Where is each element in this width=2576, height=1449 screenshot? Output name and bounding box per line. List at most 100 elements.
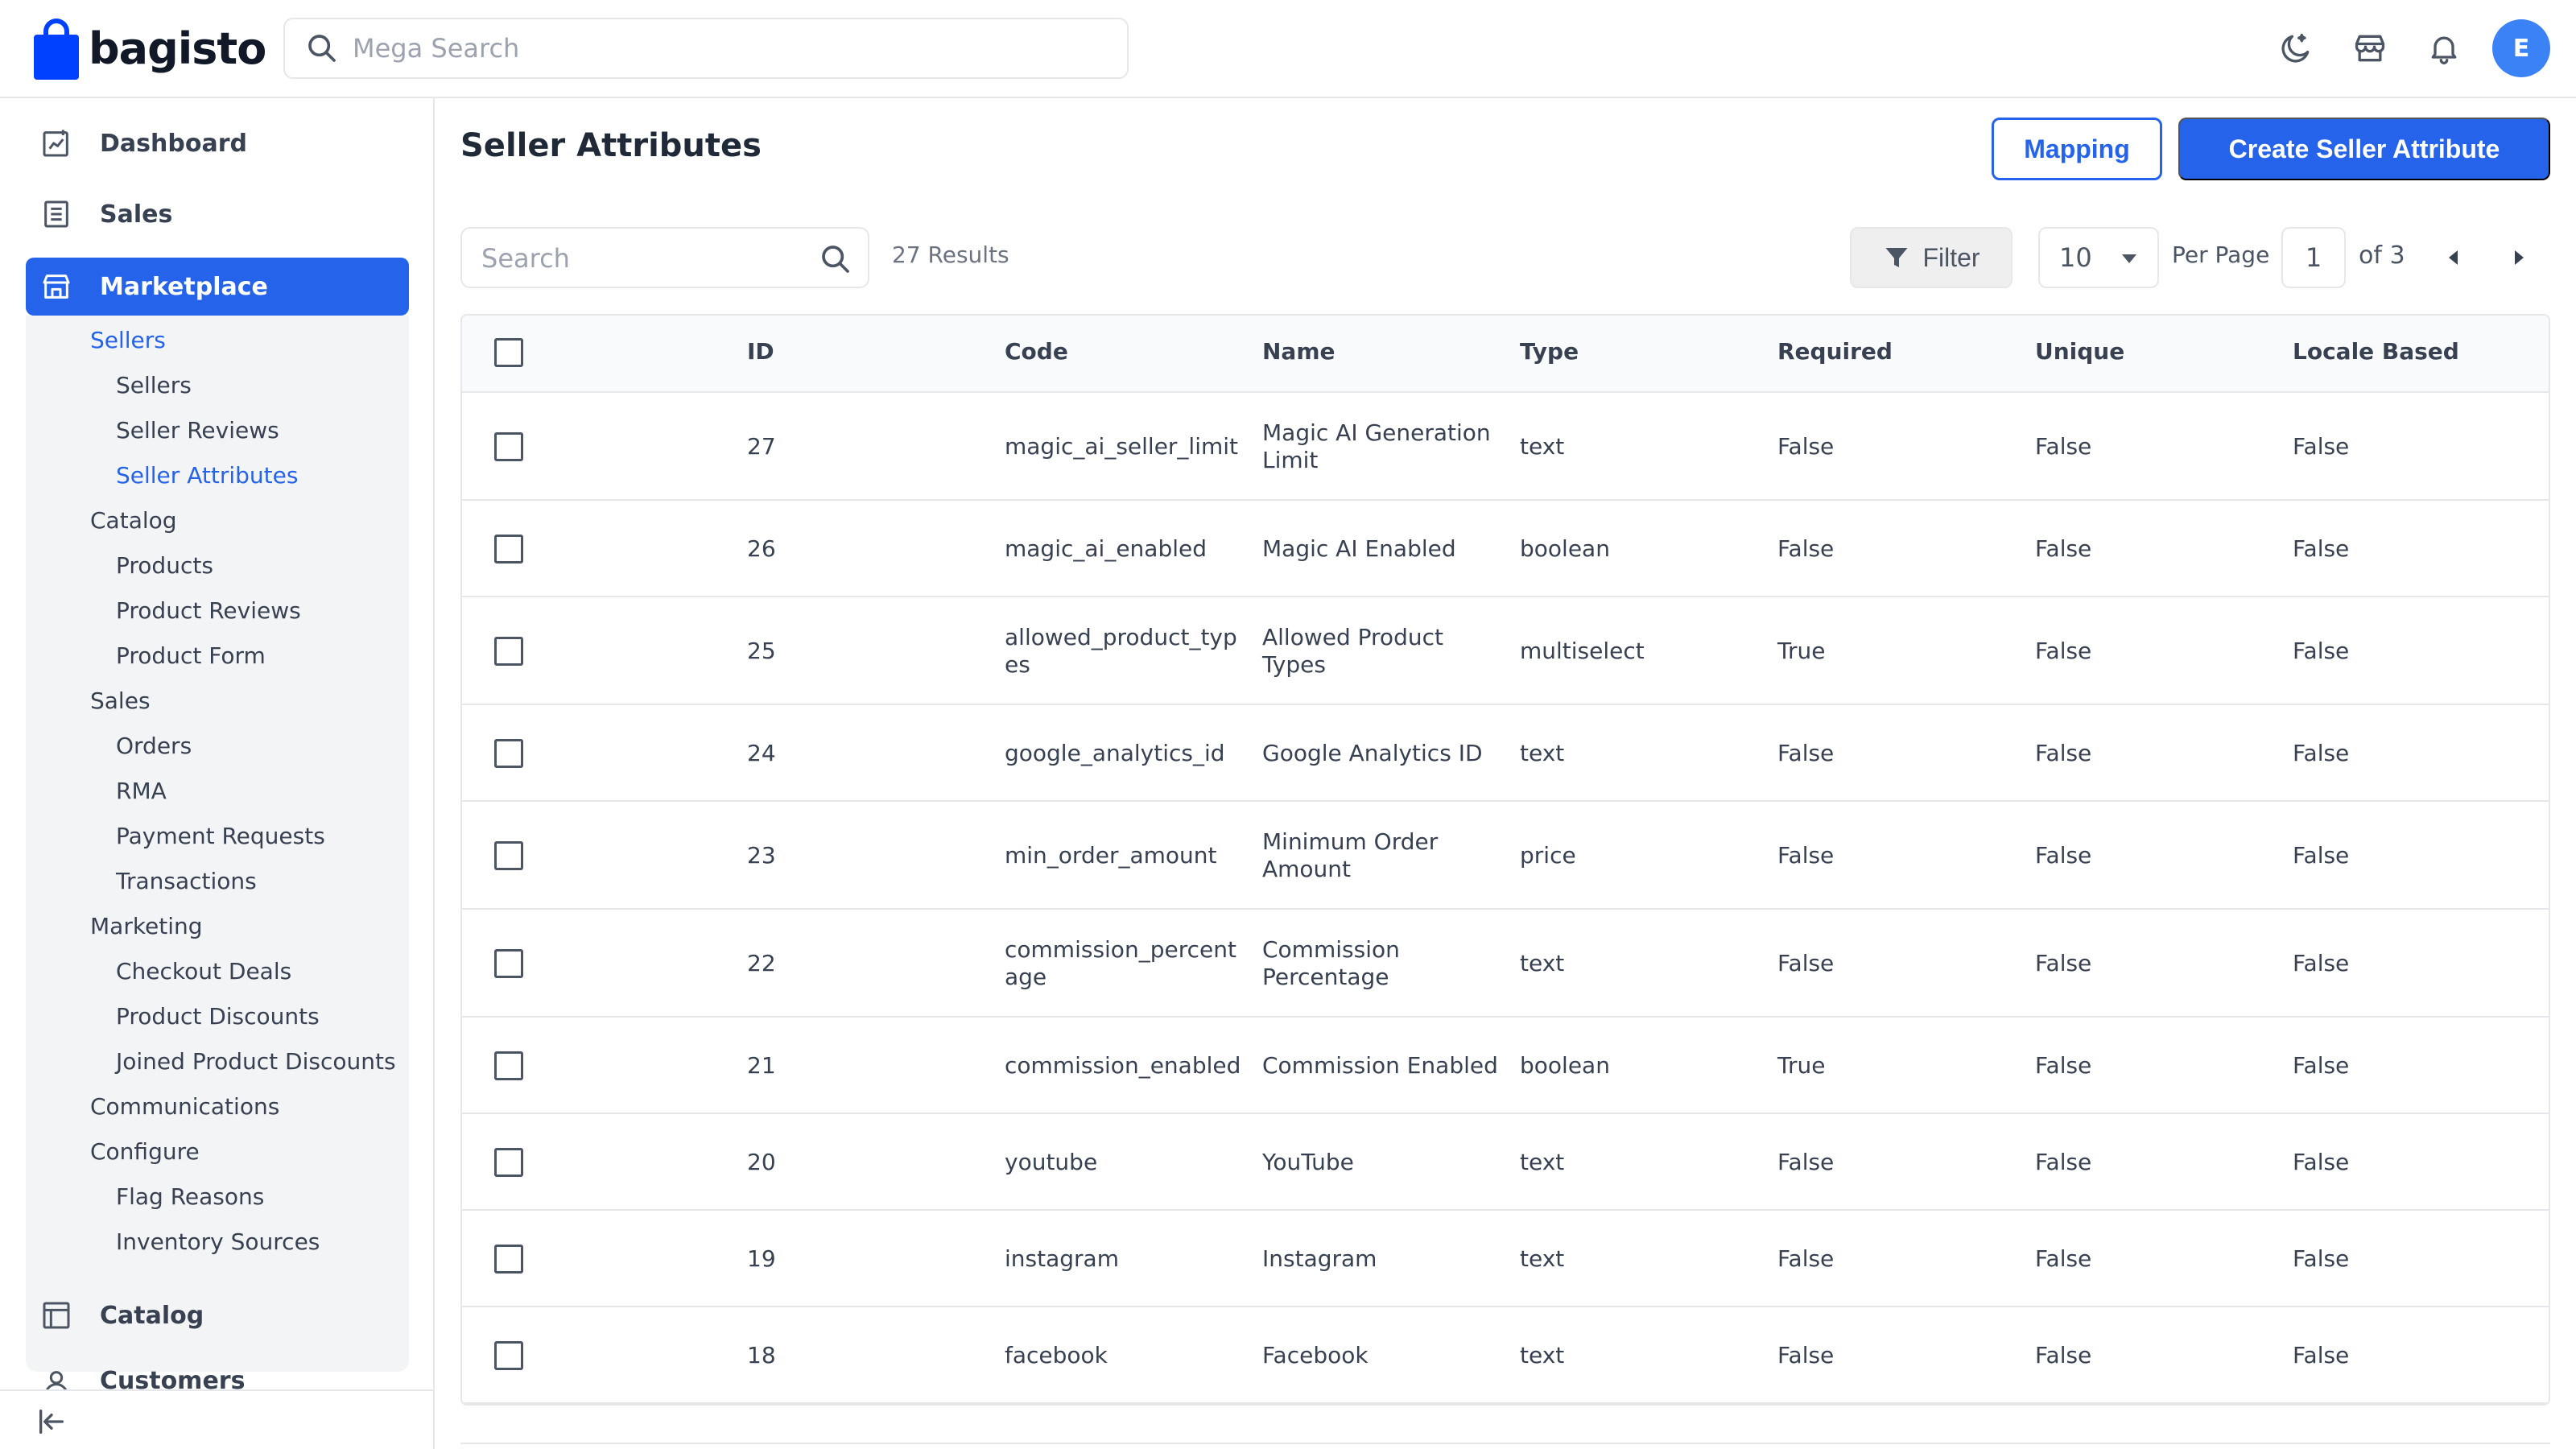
- submenu-configure[interactable]: Configure: [90, 1138, 200, 1165]
- submenu-seller-attributes[interactable]: Seller Attributes: [116, 462, 299, 489]
- cell-type: boolean: [1520, 535, 1610, 562]
- cell-name: Google Analytics ID: [1262, 740, 1483, 766]
- cell-unique: False: [2035, 842, 2092, 869]
- submenu-sales[interactable]: Sales: [90, 687, 151, 714]
- submenu-payment-requests[interactable]: Payment Requests: [116, 823, 325, 849]
- sidebar-item-dashboard[interactable]: Dashboard: [26, 114, 409, 172]
- submenu-communications[interactable]: Communications: [90, 1093, 280, 1120]
- submenu-sellers[interactable]: Sellers: [90, 327, 166, 353]
- column-header-unique[interactable]: Unique: [2035, 338, 2125, 365]
- table-row[interactable]: 20 youtube YouTube text False False False: [462, 1114, 2549, 1211]
- per-page-select[interactable]: 10: [2038, 227, 2159, 288]
- bell-icon: [2431, 36, 2457, 64]
- next-page-button[interactable]: [2505, 238, 2533, 277]
- cell-type: text: [1520, 740, 1565, 766]
- submenu-transactions[interactable]: Transactions: [116, 868, 257, 894]
- submenu-seller-reviews[interactable]: Seller Reviews: [116, 417, 279, 444]
- table-row[interactable]: 23 min_order_amount Minimum Order Amount pr…: [462, 802, 2549, 910]
- cell-locale: False: [2293, 1149, 2350, 1175]
- sidebar-item-catalog[interactable]: Catalog: [26, 1286, 409, 1344]
- submenu-product-discounts[interactable]: Product Discounts: [116, 1003, 320, 1030]
- column-header-required[interactable]: Required: [1777, 338, 1893, 365]
- sidebar-item-label: Sales: [100, 200, 173, 229]
- table-row[interactable]: 24 google_analytics_id Google Analytics ID…: [462, 705, 2549, 802]
- dark-mode-toggle[interactable]: [2270, 23, 2322, 74]
- row-checkbox[interactable]: [494, 1245, 523, 1274]
- mega-search-input[interactable]: Mega Search: [283, 18, 1129, 79]
- row-checkbox[interactable]: [494, 949, 523, 978]
- storefront-button[interactable]: [2344, 23, 2396, 74]
- previous-page-button[interactable]: [2439, 238, 2467, 277]
- table-row[interactable]: 22 commission_percentage Commission Percen…: [462, 910, 2549, 1018]
- column-header-name[interactable]: Name: [1262, 338, 1335, 365]
- submenu-inventory-sources[interactable]: Inventory Sources: [116, 1228, 320, 1255]
- row-checkbox[interactable]: [494, 1148, 523, 1177]
- table-row[interactable]: 25 allowed_product_types Allowed Product T…: [462, 597, 2549, 705]
- submenu-products[interactable]: Products: [116, 552, 213, 579]
- collapse-sidebar-icon[interactable]: [35, 1406, 68, 1441]
- row-checkbox[interactable]: [494, 739, 523, 768]
- cell-code: allowed_product_types: [1005, 624, 1237, 678]
- cell-locale: False: [2293, 950, 2350, 976]
- mapping-button[interactable]: Mapping: [1992, 118, 2162, 180]
- cell-id: 23: [747, 842, 776, 869]
- submenu-product-form[interactable]: Product Form: [116, 642, 266, 669]
- table-row[interactable]: 18 facebook Facebook text False False False: [462, 1307, 2549, 1404]
- filter-button[interactable]: Filter: [1850, 227, 2013, 288]
- row-checkbox[interactable]: [494, 841, 523, 870]
- bagisto-logo[interactable]: bagisto: [32, 16, 266, 80]
- person-icon: [37, 1367, 76, 1389]
- select-all-checkbox[interactable]: [494, 338, 523, 367]
- caret-down-icon: [2122, 254, 2136, 263]
- submenu-rma[interactable]: RMA: [116, 778, 167, 804]
- table-search-input[interactable]: Search: [460, 227, 869, 288]
- column-header-id[interactable]: ID: [747, 338, 774, 365]
- cell-id: 20: [747, 1149, 776, 1175]
- table-header: ID Code Name Type Required Unique Locale…: [462, 316, 2549, 393]
- shopping-bag-icon: [32, 17, 80, 80]
- sidebar-item-sales[interactable]: Sales: [26, 185, 409, 243]
- row-checkbox[interactable]: [494, 432, 523, 461]
- column-header-type[interactable]: Type: [1520, 338, 1579, 365]
- page-number-input[interactable]: 1: [2281, 227, 2346, 288]
- seller-attributes-table: ID Code Name Type Required Unique Locale…: [460, 314, 2550, 1406]
- sidebar-item-customers[interactable]: Customers: [26, 1356, 409, 1389]
- column-header-code[interactable]: Code: [1005, 338, 1068, 365]
- row-checkbox[interactable]: [494, 1051, 523, 1080]
- cell-code: commission_enabled: [1005, 1052, 1241, 1079]
- submenu-marketing[interactable]: Marketing: [90, 913, 203, 939]
- mega-search-placeholder: Mega Search: [353, 33, 520, 64]
- user-avatar[interactable]: E: [2492, 19, 2550, 77]
- per-page-value: 10: [2059, 242, 2092, 273]
- row-checkbox[interactable]: [494, 535, 523, 564]
- submenu-checkout-deals[interactable]: Checkout Deals: [116, 958, 292, 985]
- table-row[interactable]: 27 magic_ai_seller_limit Magic AI Generati…: [462, 393, 2549, 501]
- table-row[interactable]: 26 magic_ai_enabled Magic AI Enabled boolea…: [462, 501, 2549, 597]
- cell-type: boolean: [1520, 1052, 1610, 1079]
- cell-name: Commission Percentage: [1262, 936, 1400, 990]
- cell-code: min_order_amount: [1005, 842, 1217, 869]
- table-row[interactable]: 19 instagram Instagram text False False False: [462, 1211, 2549, 1307]
- notifications-button[interactable]: [2418, 23, 2470, 74]
- row-checkbox[interactable]: [494, 637, 523, 666]
- row-checkbox[interactable]: [494, 1341, 523, 1370]
- submenu-joined-product-discounts[interactable]: Joined Product Discounts: [116, 1048, 396, 1075]
- submenu-flag-reasons[interactable]: Flag Reasons: [116, 1183, 265, 1210]
- cell-locale: False: [2293, 740, 2350, 766]
- submenu-catalog[interactable]: Catalog: [90, 507, 177, 534]
- receipt-icon: [37, 195, 76, 233]
- column-header-locale-based[interactable]: Locale Based: [2293, 338, 2459, 365]
- submenu-sellers-list[interactable]: Sellers: [116, 372, 192, 398]
- sidebar-item-label: Dashboard: [100, 129, 247, 158]
- create-seller-attribute-button[interactable]: Create Seller Attribute: [2178, 118, 2550, 180]
- per-page-label: Per Page: [2172, 242, 2270, 268]
- cell-type: text: [1520, 1245, 1565, 1272]
- moon-icon: [2281, 33, 2310, 63]
- sidebar-item-marketplace[interactable]: Marketplace: [26, 258, 409, 316]
- cell-code: youtube: [1005, 1149, 1098, 1175]
- submenu-orders[interactable]: Orders: [116, 733, 192, 759]
- table-row[interactable]: 21 commission_enabled Commission Enabled bo…: [462, 1018, 2549, 1114]
- submenu-product-reviews[interactable]: Product Reviews: [116, 597, 301, 624]
- divider: [460, 1443, 2550, 1444]
- cell-locale: False: [2293, 1245, 2350, 1272]
